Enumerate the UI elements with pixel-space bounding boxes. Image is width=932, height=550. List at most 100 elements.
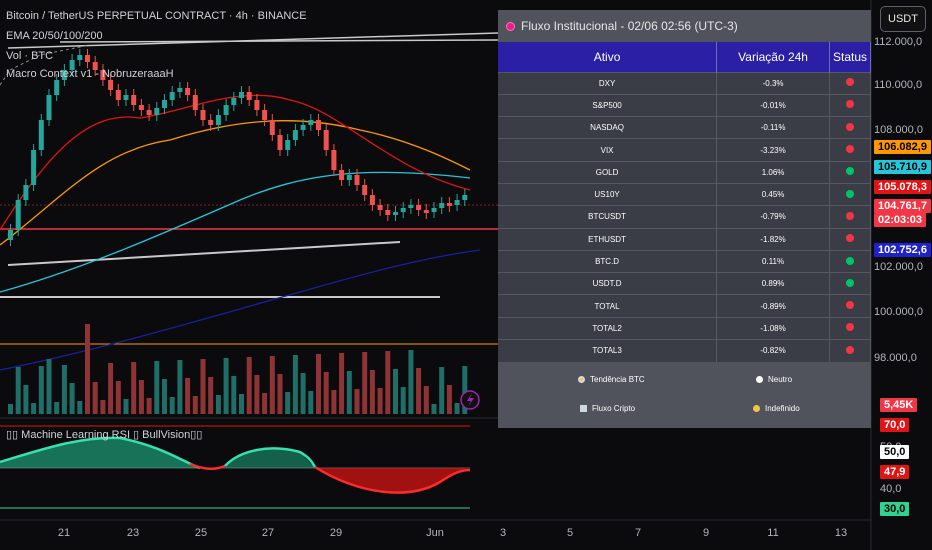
status-dot (846, 122, 854, 131)
volume-bar (331, 390, 337, 414)
status-dot (846, 78, 854, 87)
candle-body (185, 88, 191, 95)
candle-body (61, 70, 67, 80)
volume-bar (38, 366, 44, 414)
x-axis-label: 29 (329, 527, 343, 539)
candle-body (346, 175, 352, 180)
status-dot (846, 301, 854, 310)
ema-20 (0, 94, 471, 231)
table-row: DXY -0.3% (498, 71, 871, 95)
indicator-rsi-label[interactable]: ▯▯ Machine Learning RSI ▯ BullVision▯▯ (6, 429, 203, 441)
rsi-current-badge: 47,9 (880, 465, 910, 479)
candle-body (92, 62, 98, 70)
candle-body (169, 92, 175, 100)
asset-change: -0.82% (716, 339, 830, 362)
status-cell (829, 71, 871, 95)
legend-trend-value-text: Neutro (768, 374, 793, 384)
rsi-level-label: 40,0 (880, 483, 902, 495)
legend-flow: Fluxo Cripto (580, 404, 635, 413)
institutional-flow-panel: Fluxo Institucional - 02/06 02:56 (UTC-3… (498, 10, 871, 428)
table-row: BTC.D 0.11% (498, 249, 871, 273)
status-dot (846, 323, 854, 332)
status-cell (829, 227, 871, 251)
column-header-asset: Ativo (498, 42, 718, 72)
white-circle-icon (756, 375, 763, 383)
panel-title-text: Fluxo Institucional - 02/06 02:56 (UTC-3… (521, 19, 738, 33)
candle-body (192, 95, 198, 110)
column-header-status: Status (829, 42, 871, 72)
volume-bar (146, 398, 152, 414)
volume-bar (393, 369, 398, 414)
candle-body (100, 70, 106, 80)
volume-bar (77, 401, 83, 414)
volume-bar (15, 367, 21, 414)
volume-bar (162, 379, 167, 414)
candle-body (408, 205, 414, 208)
asset-change: -0.79% (716, 205, 830, 229)
volume-bar (223, 358, 229, 414)
volume-bar (308, 391, 314, 414)
volume-bar (277, 374, 283, 414)
volume-bar (354, 389, 360, 414)
x-axis-label: 23 (126, 527, 140, 539)
x-axis-label: 5 (566, 527, 574, 539)
ema-100-price-badge: 105.710,9 (874, 160, 931, 174)
candle-body (385, 210, 391, 215)
price-level: 112.000,0 (874, 36, 923, 48)
ema-200 (0, 249, 481, 371)
price-level: 110.000,0 (874, 79, 923, 91)
rsi-pane (0, 425, 471, 509)
asset-change: -1.08% (716, 316, 830, 340)
candle-body (138, 105, 144, 110)
table-row: USDT.D 0.89% (498, 272, 871, 295)
status-cell (829, 182, 871, 206)
candle-countdown-badge: 02:03:03 (874, 213, 927, 227)
legend-flow-label: Fluxo Cripto (592, 403, 636, 413)
volume-bar (169, 397, 175, 414)
table-row: BTCUSDT -0.79% (498, 205, 871, 229)
candle-body (423, 210, 429, 213)
asset-name: NASDAQ (498, 116, 718, 139)
candle-body (77, 55, 83, 60)
candle-body (262, 110, 268, 120)
status-dot (846, 234, 854, 243)
indicator-macro-label[interactable]: Macro Context v1 - NobruzeraaaH (6, 68, 174, 80)
asset-name: DXY (498, 71, 718, 95)
candle-body (246, 92, 252, 100)
panel-title: Fluxo Institucional - 02/06 02:56 (UTC-3… (498, 10, 871, 42)
status-dot (846, 256, 854, 265)
status-dot (846, 278, 854, 287)
currency-button[interactable]: USDT (880, 6, 926, 32)
volume-bar (400, 387, 406, 414)
table-row: US10Y 0.45% (498, 182, 871, 206)
asset-table: Ativo Variação 24h Status DXY -0.3% S&P500… (498, 42, 871, 362)
table-row: TOTAL -0.89% (498, 294, 871, 318)
table-row: GOLD 1.06% (498, 160, 871, 184)
table-row: S&P500 -0.01% (498, 93, 871, 117)
ema-20-price-badge: 105.078,3 (874, 180, 931, 194)
candle-body (277, 135, 283, 150)
volume-bar (61, 365, 67, 414)
candle-body (393, 212, 398, 215)
x-axis-label: 13 (834, 527, 848, 539)
legend-trend-value: Neutro (756, 375, 792, 384)
status-dot (846, 211, 854, 220)
table-row: ETHUSDT -1.82% (498, 227, 871, 251)
status-cell (829, 205, 871, 229)
candle-body (416, 205, 422, 210)
legend-flow-value: Indefinido (753, 404, 800, 413)
indicator-ema-label[interactable]: EMA 20/50/100/200 (6, 30, 103, 42)
candle-body (454, 200, 460, 205)
volume-bar (385, 351, 391, 414)
indicator-volume-label[interactable]: Vol · BTC (6, 50, 54, 62)
volume-bar (231, 376, 237, 414)
volume-bars (8, 324, 468, 414)
candle-body (269, 120, 275, 135)
asset-name: GOLD (498, 160, 718, 184)
table-row: VIX -3.23% (498, 138, 871, 162)
volume-bar (423, 386, 429, 414)
volume-bar (339, 353, 345, 414)
x-axis-label: 9 (702, 527, 710, 539)
panel-legend: Tendência BTC Neutro Fluxo Cripto Indefi… (498, 361, 871, 428)
